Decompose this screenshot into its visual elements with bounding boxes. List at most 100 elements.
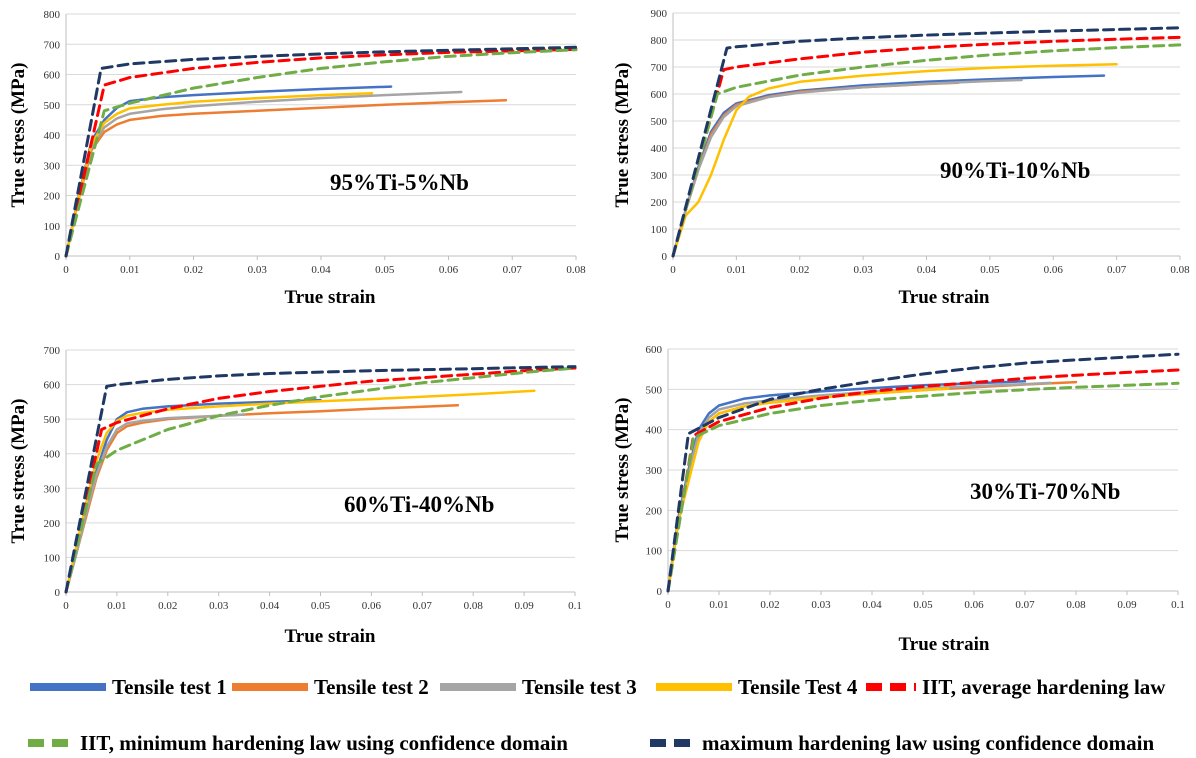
y-tick-label: 700 [44, 39, 61, 51]
legend: Tensile test 1 Tensile test 2 Tensile te… [0, 668, 1196, 758]
series-line [64, 48, 578, 258]
x-tick-label: 0.03 [854, 264, 874, 276]
legend-label: IIT, average hardening law [922, 674, 1166, 699]
legend-swatch-tensile-test-1 [30, 683, 106, 691]
y-tick-label: 800 [44, 9, 61, 21]
x-tick-label: 0.06 [1044, 264, 1064, 276]
y-tick-label: 900 [651, 8, 668, 20]
y-axis-label: True stress (MPa) [612, 398, 633, 543]
y-tick-label: 500 [646, 384, 663, 396]
legend-swatch-iit-minimum [28, 739, 74, 747]
legend-label: IIT, minimum hardening law using confide… [80, 730, 568, 755]
legend-swatch-maximum [650, 739, 696, 747]
y-tick-label: 200 [44, 518, 61, 530]
x-tick-label: 0.05 [980, 264, 1000, 276]
series-line [666, 387, 950, 593]
legend-label: Tensile test 3 [522, 674, 637, 699]
y-tick-label: 200 [44, 191, 61, 203]
series-line [64, 92, 374, 258]
x-tick-label: 0.02 [158, 600, 177, 612]
y-tick-label: 200 [646, 505, 663, 517]
legend-item-maximum: maximum hardening law using confidence d… [650, 728, 1154, 758]
charts-area: 0 100 200 300 400 500 600 700 800 0 0.01 0.02 0.03 0.… [8, 8, 1190, 655]
y-tick-label: 500 [44, 100, 61, 112]
y-tick-label: 600 [44, 70, 61, 82]
x-tick-label: 0.06 [439, 264, 459, 276]
x-tick-label: 0.02 [760, 599, 779, 611]
legend-swatch-tensile-test-2 [232, 683, 308, 691]
x-tick-label: 0.07 [1015, 599, 1035, 611]
y-tick-label: 300 [44, 483, 61, 495]
y-tick-label: 300 [651, 170, 668, 182]
y-tick-label: 200 [651, 197, 668, 209]
y-tick-label: 400 [651, 143, 668, 155]
legend-item-tensile-test-1: Tensile test 1 [30, 672, 227, 702]
series-line [671, 35, 1182, 258]
y-tick-label: 500 [44, 414, 61, 426]
legend-swatch-iit-average [866, 683, 916, 691]
y-tick-label: 800 [651, 35, 668, 47]
x-axis-label: True strain [899, 287, 990, 308]
y-tick-label: 400 [44, 130, 61, 142]
series-line [64, 47, 578, 258]
x-tick-label: 0.04 [917, 264, 937, 276]
legend-swatch-tensile-test-4 [656, 683, 732, 691]
x-axis-label: True strain [899, 634, 990, 655]
x-tick-label: 0.1 [568, 600, 582, 612]
x-tick-label: 0.05 [311, 600, 331, 612]
y-tick-label: 100 [646, 546, 663, 558]
legend-label: Tensile Test 4 [738, 674, 858, 699]
series-line [64, 365, 577, 594]
chart-panel-90ti-10nb: 0 100 200 300 400 500 600 700 800 900 0 0.01 0.02 0.0… [612, 8, 1190, 308]
x-tick-label: 0.03 [248, 264, 268, 276]
x-tick-label: 0.06 [964, 599, 984, 611]
chart-panel-60ti-40nb: 0 100 200 300 400 500 600 700 0 0.01 0.02 0.03 0.04 0… [8, 345, 582, 647]
y-tick-label: 100 [651, 224, 668, 236]
y-tick-label: 100 [44, 221, 61, 233]
x-tick-label: 0.1 [1171, 599, 1185, 611]
series-line [666, 352, 1180, 593]
y-tick-label: 600 [646, 344, 663, 356]
y-tick-label: 500 [651, 116, 668, 128]
y-axis-label: True stress (MPa) [8, 399, 29, 544]
chart-annotation: 60%Ti-40%Nb [344, 492, 494, 517]
x-tick-label: 0.01 [709, 599, 728, 611]
x-tick-label: 0.09 [514, 600, 534, 612]
x-tick-label: 0.04 [862, 599, 882, 611]
series-line [671, 43, 1182, 258]
y-tick-label: 400 [44, 449, 61, 461]
x-tick-label: 0.07 [413, 600, 433, 612]
chart-annotation: 95%Ti-5%Nb [330, 170, 469, 195]
y-tick-label: 600 [44, 380, 61, 392]
legend-label: maximum hardening law using confidence d… [702, 730, 1155, 755]
x-tick-label: 0.02 [790, 264, 809, 276]
y-tick-label: 100 [44, 552, 61, 564]
series-line [64, 45, 578, 258]
series-line [666, 381, 1180, 593]
y-tick-label: 0 [55, 251, 61, 263]
legend-item-iit-minimum: IIT, minimum hardening law using confide… [28, 728, 568, 758]
series-line [671, 81, 960, 258]
x-tick-label: 0.03 [811, 599, 831, 611]
legend-item-tensile-test-2: Tensile test 2 [232, 672, 429, 702]
x-tick-label: 0.08 [566, 264, 586, 276]
y-tick-label: 0 [55, 587, 61, 599]
y-axis-label: True stress (MPa) [612, 63, 633, 208]
y-tick-label: 0 [662, 251, 668, 263]
series-line [666, 368, 1180, 593]
legend-label: Tensile test 1 [112, 674, 227, 699]
legend-item-tensile-test-4: Tensile Test 4 [656, 672, 857, 702]
legend-label: Tensile test 2 [314, 674, 429, 699]
x-tick-label: 0.04 [260, 600, 280, 612]
series-line [64, 413, 246, 594]
x-tick-label: 0.07 [1107, 264, 1127, 276]
y-tick-label: 300 [44, 160, 61, 172]
series-line [666, 381, 1052, 593]
x-tick-label: 0.06 [362, 600, 382, 612]
y-tick-label: 400 [646, 425, 663, 437]
y-tick-label: 600 [651, 89, 668, 101]
series-line [671, 26, 1182, 258]
legend-swatch-tensile-test-3 [440, 683, 516, 691]
x-axis-label: True strain [285, 626, 376, 647]
legend-item-tensile-test-3: Tensile test 3 [440, 672, 637, 702]
